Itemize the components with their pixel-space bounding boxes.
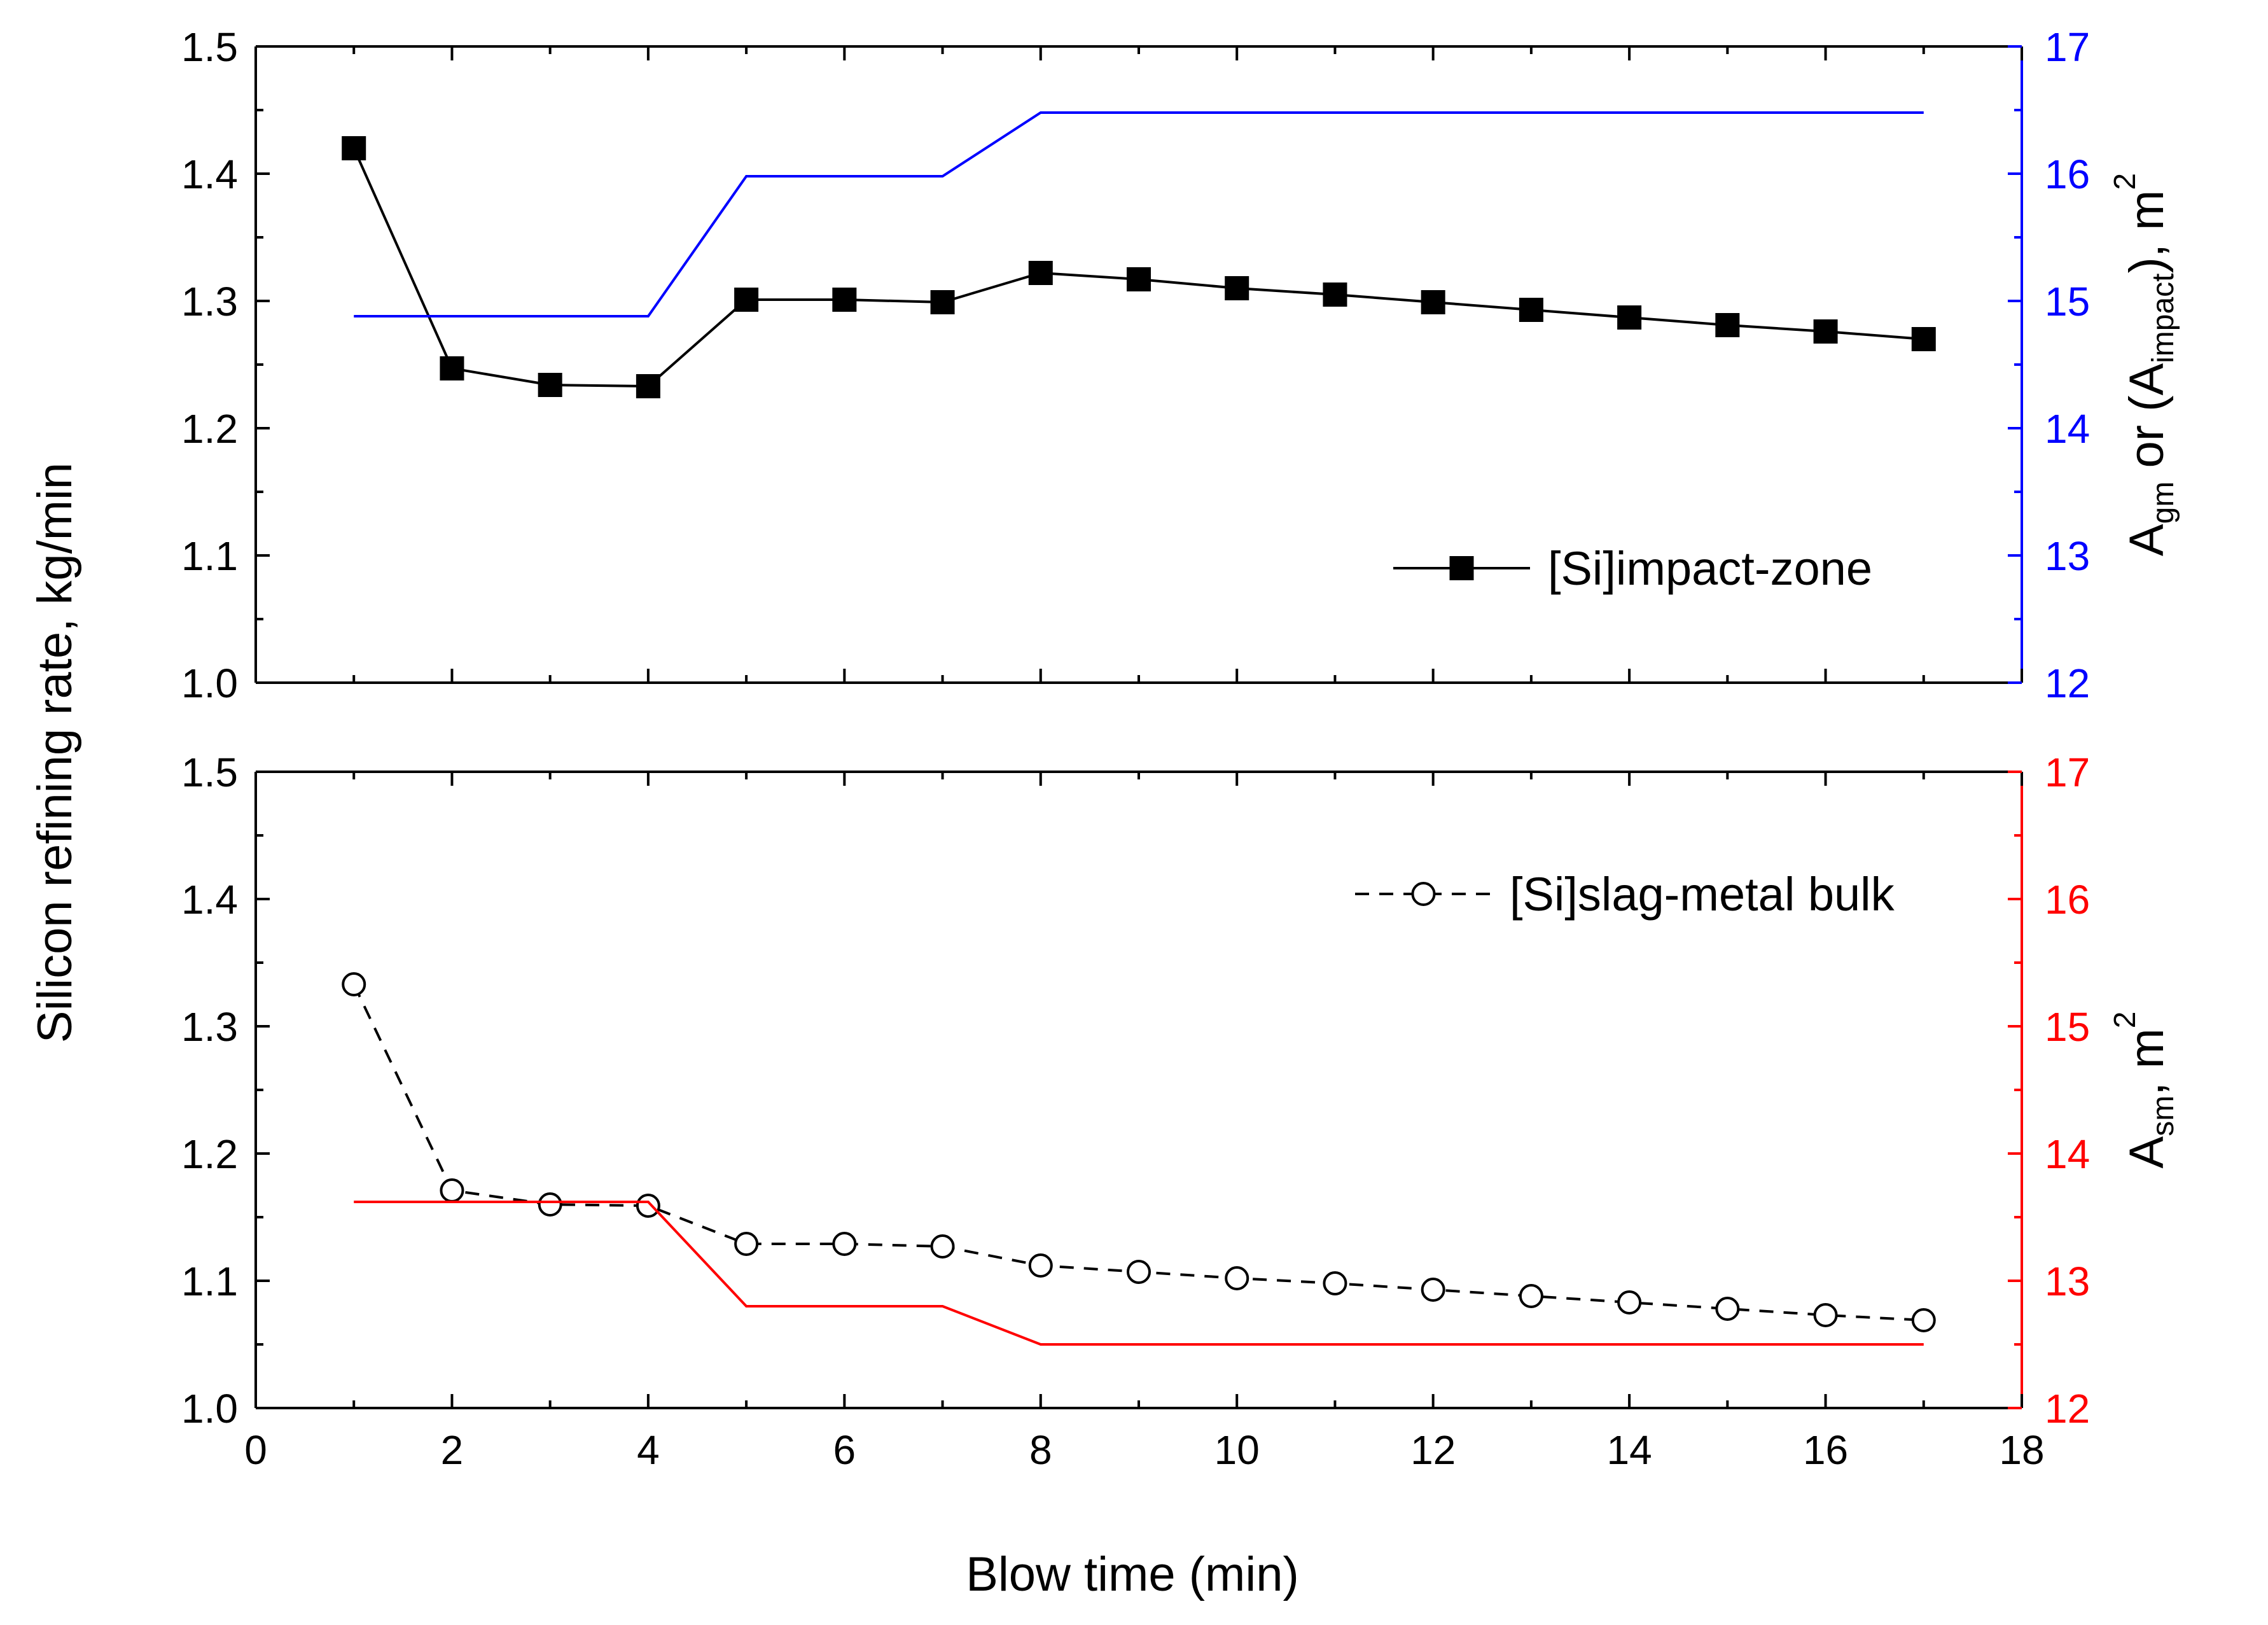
axis-title-part: A	[2120, 1136, 2174, 1168]
y-left-tick-label: 1.0	[181, 660, 238, 706]
y-right-tick-label: 14	[2045, 1131, 2090, 1177]
x-tick-label: 18	[1999, 1427, 2044, 1473]
axis-title-part: ), m	[2120, 190, 2174, 274]
y-right-axis-title: Asm, m2	[2108, 1012, 2180, 1169]
data-point-circle	[1421, 1278, 1445, 1302]
x-tick-label: 8	[1029, 1427, 1052, 1473]
data-point-circle	[440, 1178, 464, 1203]
y-left-tick-label: 1.3	[181, 1004, 238, 1050]
data-point-square	[1421, 290, 1445, 314]
y-right-tick-label: 16	[2045, 151, 2090, 197]
y-left-tick-label: 1.4	[181, 877, 238, 923]
x-tick-label: 14	[1607, 1427, 1652, 1473]
area-line-top	[354, 111, 1924, 317]
axis-title-script: impact	[2146, 273, 2180, 363]
y-left-tick-label: 1.3	[181, 279, 238, 324]
y-left-tick-label: 1.4	[181, 151, 238, 197]
y-right-tick-label: 15	[2045, 1004, 2090, 1050]
legend-label: [Si]impact-zone	[1548, 542, 1872, 595]
y-right-tick-label: 16	[2045, 877, 2090, 923]
data-point-square	[342, 136, 366, 160]
data-point-square	[1225, 276, 1249, 300]
y-right-axis-title: Agm or (Aimpact), m2	[2108, 173, 2180, 556]
y-left-tick-label: 1.1	[181, 1259, 238, 1304]
y-axis-title: Silicon refining rate, kg/min	[28, 463, 82, 1043]
y-left-tick-label: 1.1	[181, 533, 238, 579]
data-point-circle	[636, 1194, 660, 1218]
data-point-circle	[1323, 1271, 1347, 1295]
legend-marker-square	[1449, 556, 1474, 580]
data-point-circle	[1519, 1284, 1543, 1308]
data-point-square	[1323, 282, 1347, 307]
data-point-circle	[734, 1232, 759, 1256]
y-right-tick-label: 12	[2045, 660, 2090, 706]
data-point-circle	[342, 972, 366, 996]
data-point-square	[440, 356, 464, 380]
y-right-tick-label: 15	[2045, 279, 2090, 324]
bottom-panel: 0 2 4 6 8 10 12 14 16 18 1.0 1.1 1.2 1.3 1.4 1.5 12 13 14 1…	[181, 750, 2180, 1473]
data-point-circle	[1225, 1266, 1249, 1290]
axis-title-script: gm	[2146, 482, 2180, 524]
data-point-circle	[930, 1234, 955, 1259]
legend-label: [Si]slag-metal bulk	[1510, 868, 1895, 921]
axis-title-script: 2	[2108, 1012, 2142, 1029]
y-right-tick-label: 17	[2045, 750, 2090, 795]
data-point-square	[1911, 327, 1936, 351]
axis-title-part: or (A	[2120, 363, 2174, 482]
axis-title-part: A	[2120, 524, 2174, 556]
y-left-tick-label: 1.5	[181, 750, 238, 795]
data-point-circle	[1813, 1303, 1838, 1327]
x-tick-label: 2	[441, 1427, 464, 1473]
y-left-tick-label: 1.0	[181, 1386, 238, 1432]
y-left-tick-label: 1.2	[181, 406, 238, 452]
data-point-square	[734, 288, 759, 312]
y-right-tick-label: 14	[2045, 406, 2090, 452]
data-point-circle	[832, 1232, 857, 1256]
x-tick-label: 12	[1410, 1427, 1456, 1473]
x-tick-label: 0	[244, 1427, 267, 1473]
data-point-square	[832, 288, 857, 312]
y-right-tick-label: 13	[2045, 1259, 2090, 1304]
data-point-circle	[1127, 1260, 1151, 1284]
legend-marker-circle	[1411, 882, 1436, 906]
y-right-tick-label: 12	[2045, 1386, 2090, 1432]
data-point-circle	[1911, 1308, 1936, 1332]
top-panel: 1.0 1.1 1.2 1.3 1.4 1.5 12 13 14 15 16 17 Agm or (Ai…	[181, 24, 2180, 706]
data-point-square	[636, 374, 660, 398]
x-tick-label: 16	[1803, 1427, 1848, 1473]
axis-title-script: sm	[2146, 1096, 2180, 1136]
data-point-square	[1617, 305, 1642, 330]
data-point-square	[1127, 267, 1151, 291]
data-point-square	[1813, 319, 1838, 344]
axis-title-script: 2	[2108, 173, 2142, 190]
data-point-circle	[1715, 1297, 1740, 1321]
data-point-square	[1519, 298, 1543, 322]
y-right-tick-label: 17	[2045, 24, 2090, 70]
x-tick-label: 6	[833, 1427, 856, 1473]
data-point-square	[538, 373, 562, 397]
data-point-square	[930, 290, 955, 314]
y-left-tick-label: 1.5	[181, 24, 238, 70]
x-tick-label: 10	[1214, 1427, 1260, 1473]
data-point-circle	[538, 1192, 562, 1217]
data-point-circle	[1617, 1290, 1642, 1315]
data-point-circle	[1028, 1253, 1053, 1278]
y-right-tick-label: 13	[2045, 533, 2090, 579]
axis-title-part: , m	[2120, 1028, 2174, 1096]
x-tick-label: 4	[637, 1427, 660, 1473]
area-line-bottom	[354, 1201, 1924, 1346]
data-point-square	[1028, 261, 1053, 285]
y-left-tick-label: 1.2	[181, 1131, 238, 1177]
data-point-square	[1715, 313, 1740, 337]
x-axis-title: Blow time (min)	[966, 1547, 1299, 1601]
